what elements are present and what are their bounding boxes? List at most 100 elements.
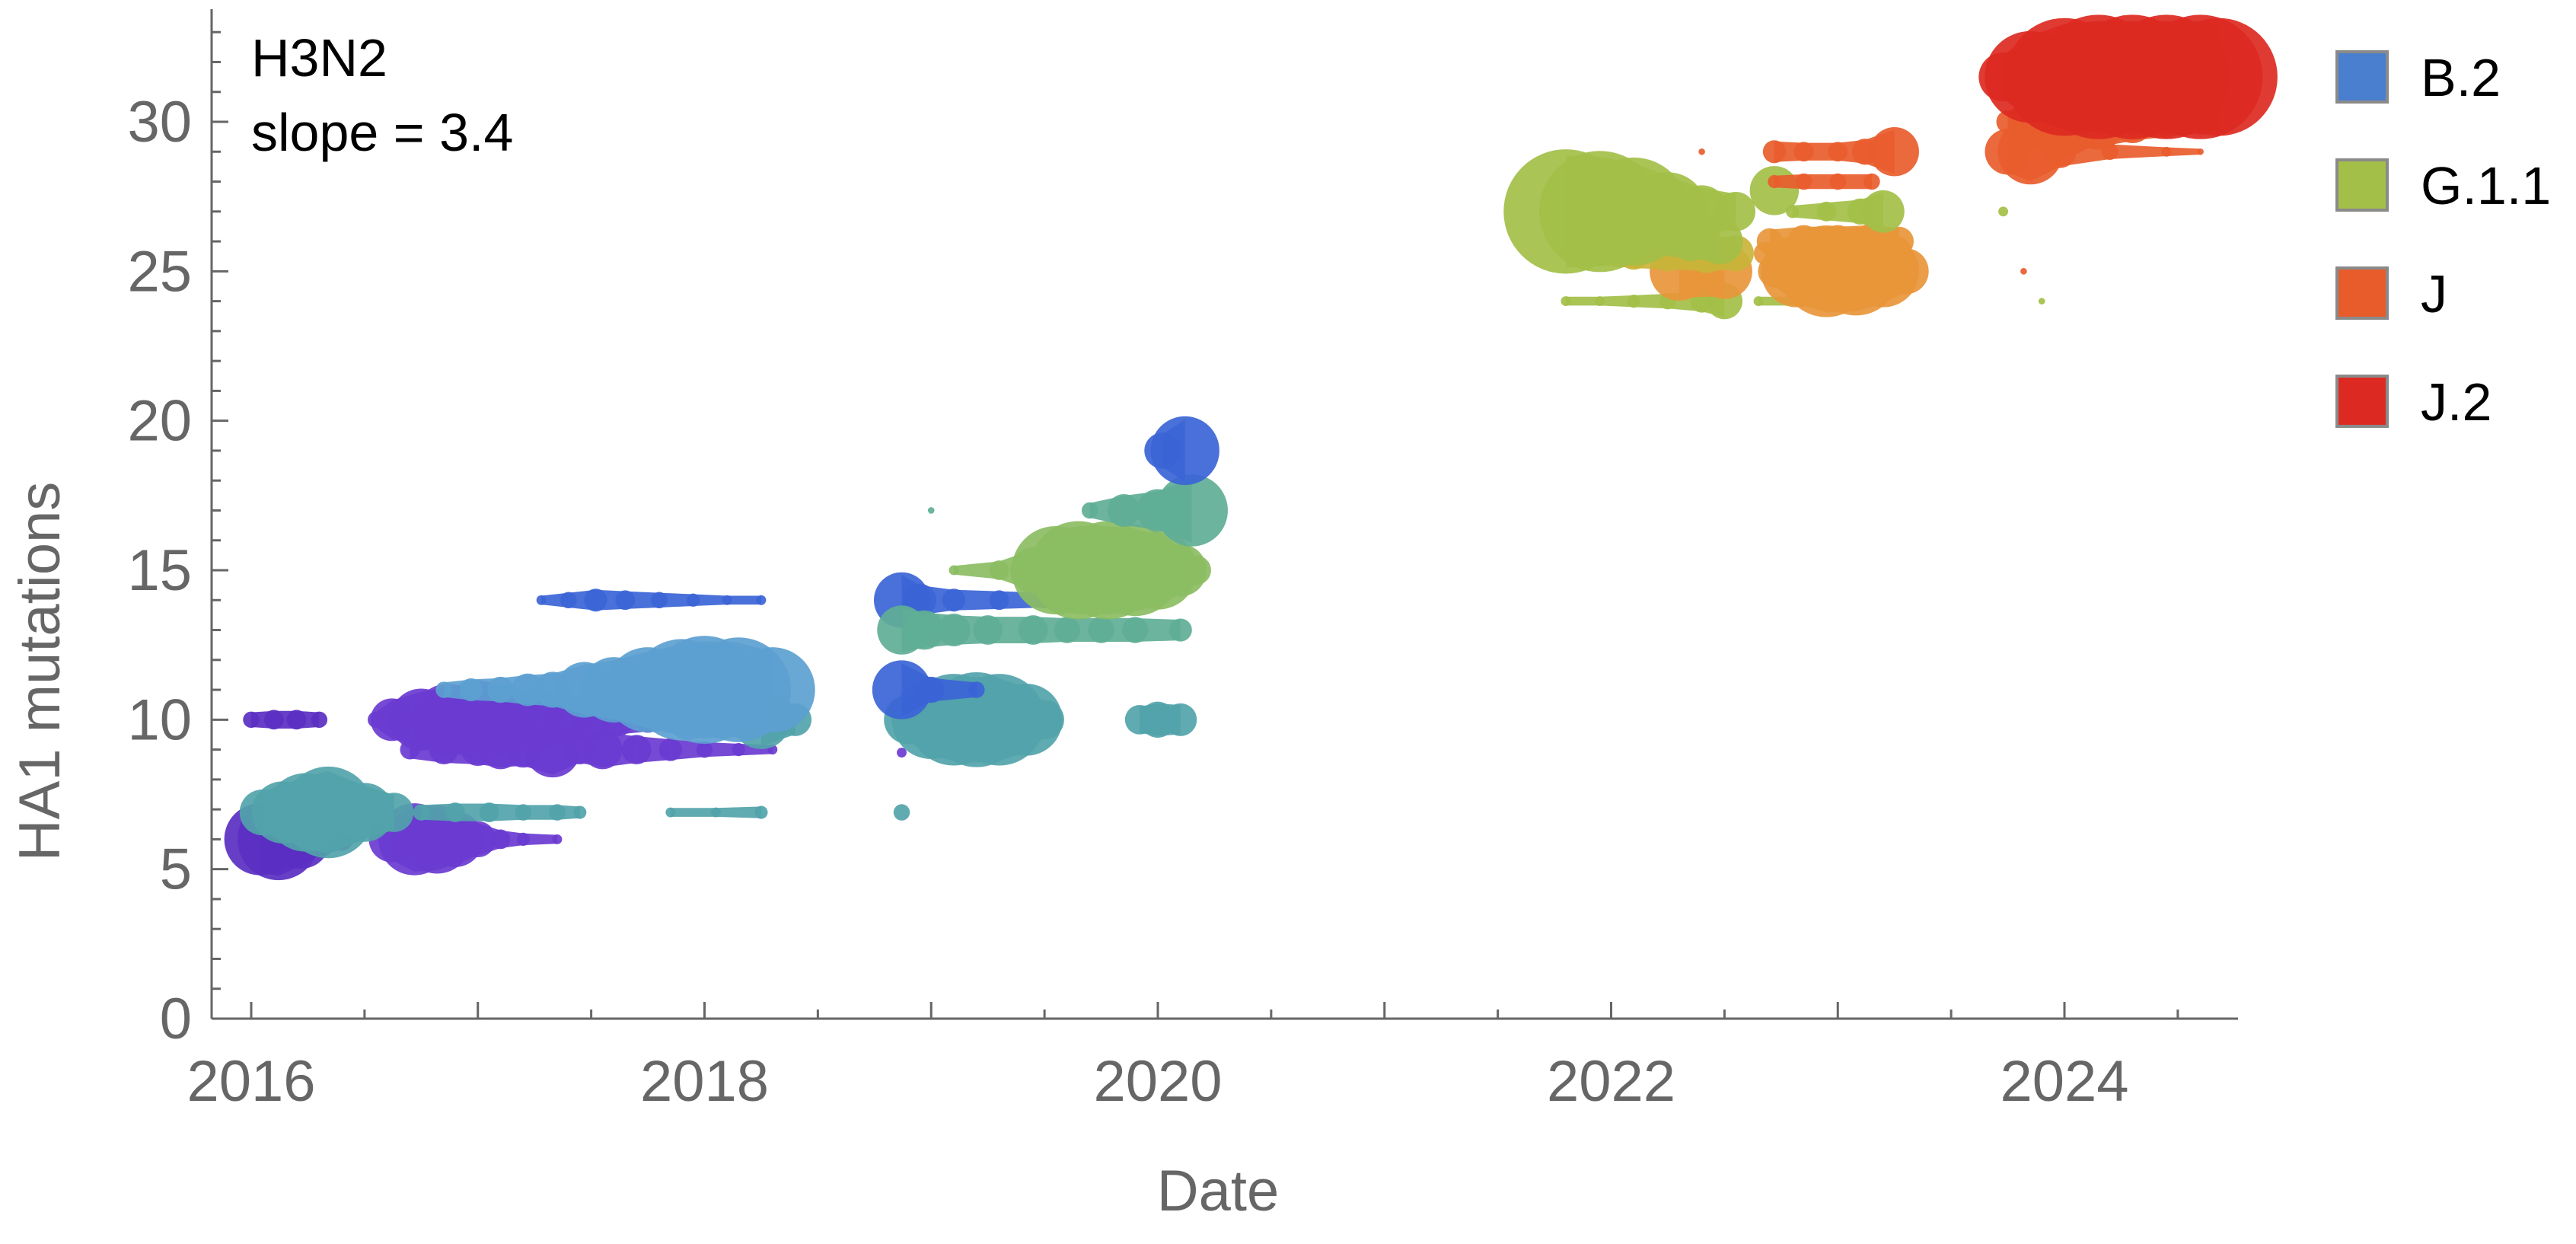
data-point	[511, 673, 544, 707]
legend-label: G.1.1	[2421, 156, 2551, 215]
data-point	[459, 678, 483, 702]
data-point	[1122, 617, 1149, 643]
data-point	[2020, 268, 2027, 275]
data-point	[1998, 206, 2009, 217]
data-point	[445, 802, 465, 822]
stream-segment	[954, 589, 999, 611]
data-point	[286, 710, 307, 730]
data-point	[968, 681, 985, 698]
data-point	[1168, 618, 1192, 642]
y-tick-label: 5	[160, 837, 192, 902]
x-tick-label: 2024	[2000, 1049, 2128, 1114]
data-point	[1107, 493, 1140, 527]
data-point	[560, 592, 577, 609]
data-point	[665, 807, 676, 818]
data-point	[435, 681, 452, 698]
stream-segment	[1599, 295, 1634, 308]
data-point	[1795, 173, 1812, 190]
data-point	[515, 804, 532, 821]
data-point	[1675, 185, 1729, 238]
data-point	[487, 676, 514, 703]
data-point	[374, 793, 414, 832]
data-point	[687, 593, 700, 607]
data-point	[1164, 703, 1197, 736]
data-point	[1786, 205, 1800, 218]
stream-segment	[716, 806, 761, 818]
data-point	[989, 590, 1009, 611]
x-tick-label: 2018	[640, 1049, 769, 1114]
data-point	[1870, 127, 1919, 177]
data-point	[413, 804, 430, 821]
data-point	[1821, 225, 1854, 258]
stream-segment	[1838, 174, 1872, 190]
x-tick-label: 2022	[1547, 1049, 1675, 1114]
data-point	[754, 805, 768, 819]
annotation-title: H3N2	[251, 28, 387, 88]
data-point	[615, 590, 636, 611]
data-point	[973, 615, 1003, 645]
stream-segment	[954, 561, 999, 579]
axes: 0 5 10 15 20 25 30 2016 2018 2020 2022 2024	[127, 9, 2238, 1114]
data-point	[621, 735, 652, 764]
data-point	[1156, 474, 1228, 547]
data-point	[582, 729, 623, 770]
data-point	[1756, 228, 1784, 255]
data-point	[729, 647, 815, 732]
legend: B.2 G.1.1 J J.2	[2335, 48, 2551, 432]
data-point	[1828, 142, 1848, 162]
data-point	[311, 711, 328, 729]
y-tick-label: 25	[127, 239, 192, 304]
data-point	[1793, 142, 1814, 162]
data-point	[263, 710, 284, 730]
stream-segment	[1803, 174, 1838, 190]
stream-segment	[2166, 147, 2201, 157]
data-point	[1762, 140, 1786, 164]
data-point	[479, 802, 499, 822]
data-point	[1081, 502, 1098, 519]
data-point	[584, 589, 607, 612]
data-point	[937, 614, 971, 647]
stream-segment	[2109, 144, 2166, 159]
data-point	[1018, 615, 1048, 645]
data-point	[1088, 617, 1114, 643]
y-tick-label: 0	[160, 987, 192, 1051]
data-point	[1698, 148, 1705, 155]
data-point	[732, 743, 745, 757]
x-tick-label: 2016	[187, 1049, 315, 1114]
data-point	[1829, 173, 1846, 190]
legend-swatch	[2335, 375, 2389, 428]
data-point	[872, 660, 932, 719]
data-point	[1595, 296, 1605, 307]
data-point	[1561, 296, 1571, 307]
data-point	[2197, 148, 2204, 155]
legend-label: J.2	[2421, 372, 2492, 432]
data-point	[2160, 18, 2278, 136]
data-point	[710, 807, 721, 818]
data-point	[549, 804, 566, 821]
stream-segment	[1774, 174, 1804, 190]
data-point	[897, 748, 907, 758]
data-point	[651, 592, 668, 609]
y-tick-label: 10	[127, 687, 192, 752]
data-point	[1768, 174, 1781, 189]
data-point	[1716, 191, 1756, 231]
legend-label: J	[2421, 264, 2447, 324]
y-tick-label: 30	[127, 90, 192, 155]
data-point	[927, 507, 935, 514]
data-point	[1150, 416, 1219, 486]
stream-segment	[523, 805, 557, 820]
stream-segment	[670, 808, 716, 817]
data-point	[756, 595, 767, 605]
data-point	[1025, 700, 1064, 740]
y-tick-label: 15	[127, 538, 192, 603]
stream-segment	[523, 833, 557, 846]
legend-label: B.2	[2421, 48, 2501, 107]
data-point	[1753, 296, 1764, 307]
data-marks	[224, 14, 2278, 881]
stream-segment	[693, 594, 728, 607]
data-point	[460, 821, 496, 858]
data-point	[942, 589, 966, 612]
data-point	[1054, 617, 1081, 643]
data-point	[516, 832, 530, 846]
